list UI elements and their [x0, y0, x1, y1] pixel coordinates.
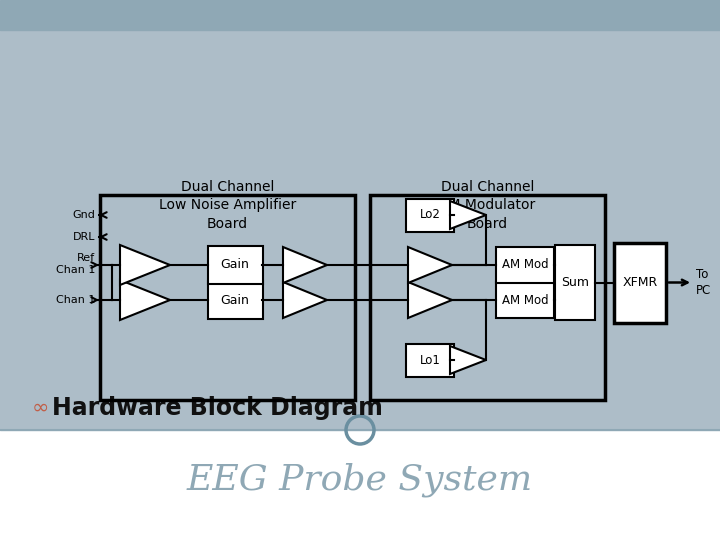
Text: AM Mod: AM Mod [502, 294, 549, 307]
Text: Lo1: Lo1 [420, 354, 441, 367]
Bar [0, 30, 720, 430]
Bar [370, 195, 605, 400]
Text: Dual Channel
Low Noise Amplifier
Board: Dual Channel Low Noise Amplifier Board [159, 180, 296, 231]
Text: Hardware Block Diagram: Hardware Block Diagram [52, 396, 383, 420]
Text: To
PC: To PC [696, 268, 711, 296]
Text: DRL: DRL [73, 232, 95, 242]
Text: Sum: Sum [561, 276, 589, 289]
Bar [207, 281, 263, 319]
Text: Ref: Ref [77, 253, 95, 263]
Text: Lo2: Lo2 [420, 208, 441, 221]
Text: Gain: Gain [220, 294, 249, 307]
Bar [614, 242, 666, 322]
Polygon shape [450, 346, 486, 374]
Polygon shape [408, 282, 452, 318]
Polygon shape [283, 282, 327, 318]
Bar [0, 0, 720, 30]
Bar [406, 199, 454, 232]
Text: ∞: ∞ [32, 398, 50, 418]
Bar [496, 247, 554, 283]
Polygon shape [408, 247, 452, 283]
Polygon shape [120, 280, 170, 320]
Text: AM Mod: AM Mod [502, 259, 549, 272]
Text: Chan 1: Chan 1 [55, 265, 95, 275]
Bar [555, 245, 595, 320]
Bar [0, 430, 720, 540]
Bar [496, 282, 554, 318]
Polygon shape [450, 201, 486, 229]
Bar [207, 246, 263, 284]
Polygon shape [120, 245, 170, 285]
Polygon shape [283, 247, 327, 283]
Text: Gnd: Gnd [72, 210, 95, 220]
Text: Chan 1: Chan 1 [55, 295, 95, 305]
Text: EEG Probe System: EEG Probe System [187, 463, 533, 497]
Text: Dual Channel
AM Modulator
Board: Dual Channel AM Modulator Board [439, 180, 536, 231]
Text: Gain: Gain [220, 259, 249, 272]
Text: XFMR: XFMR [622, 276, 657, 289]
Bar [406, 343, 454, 376]
Bar [100, 195, 355, 400]
